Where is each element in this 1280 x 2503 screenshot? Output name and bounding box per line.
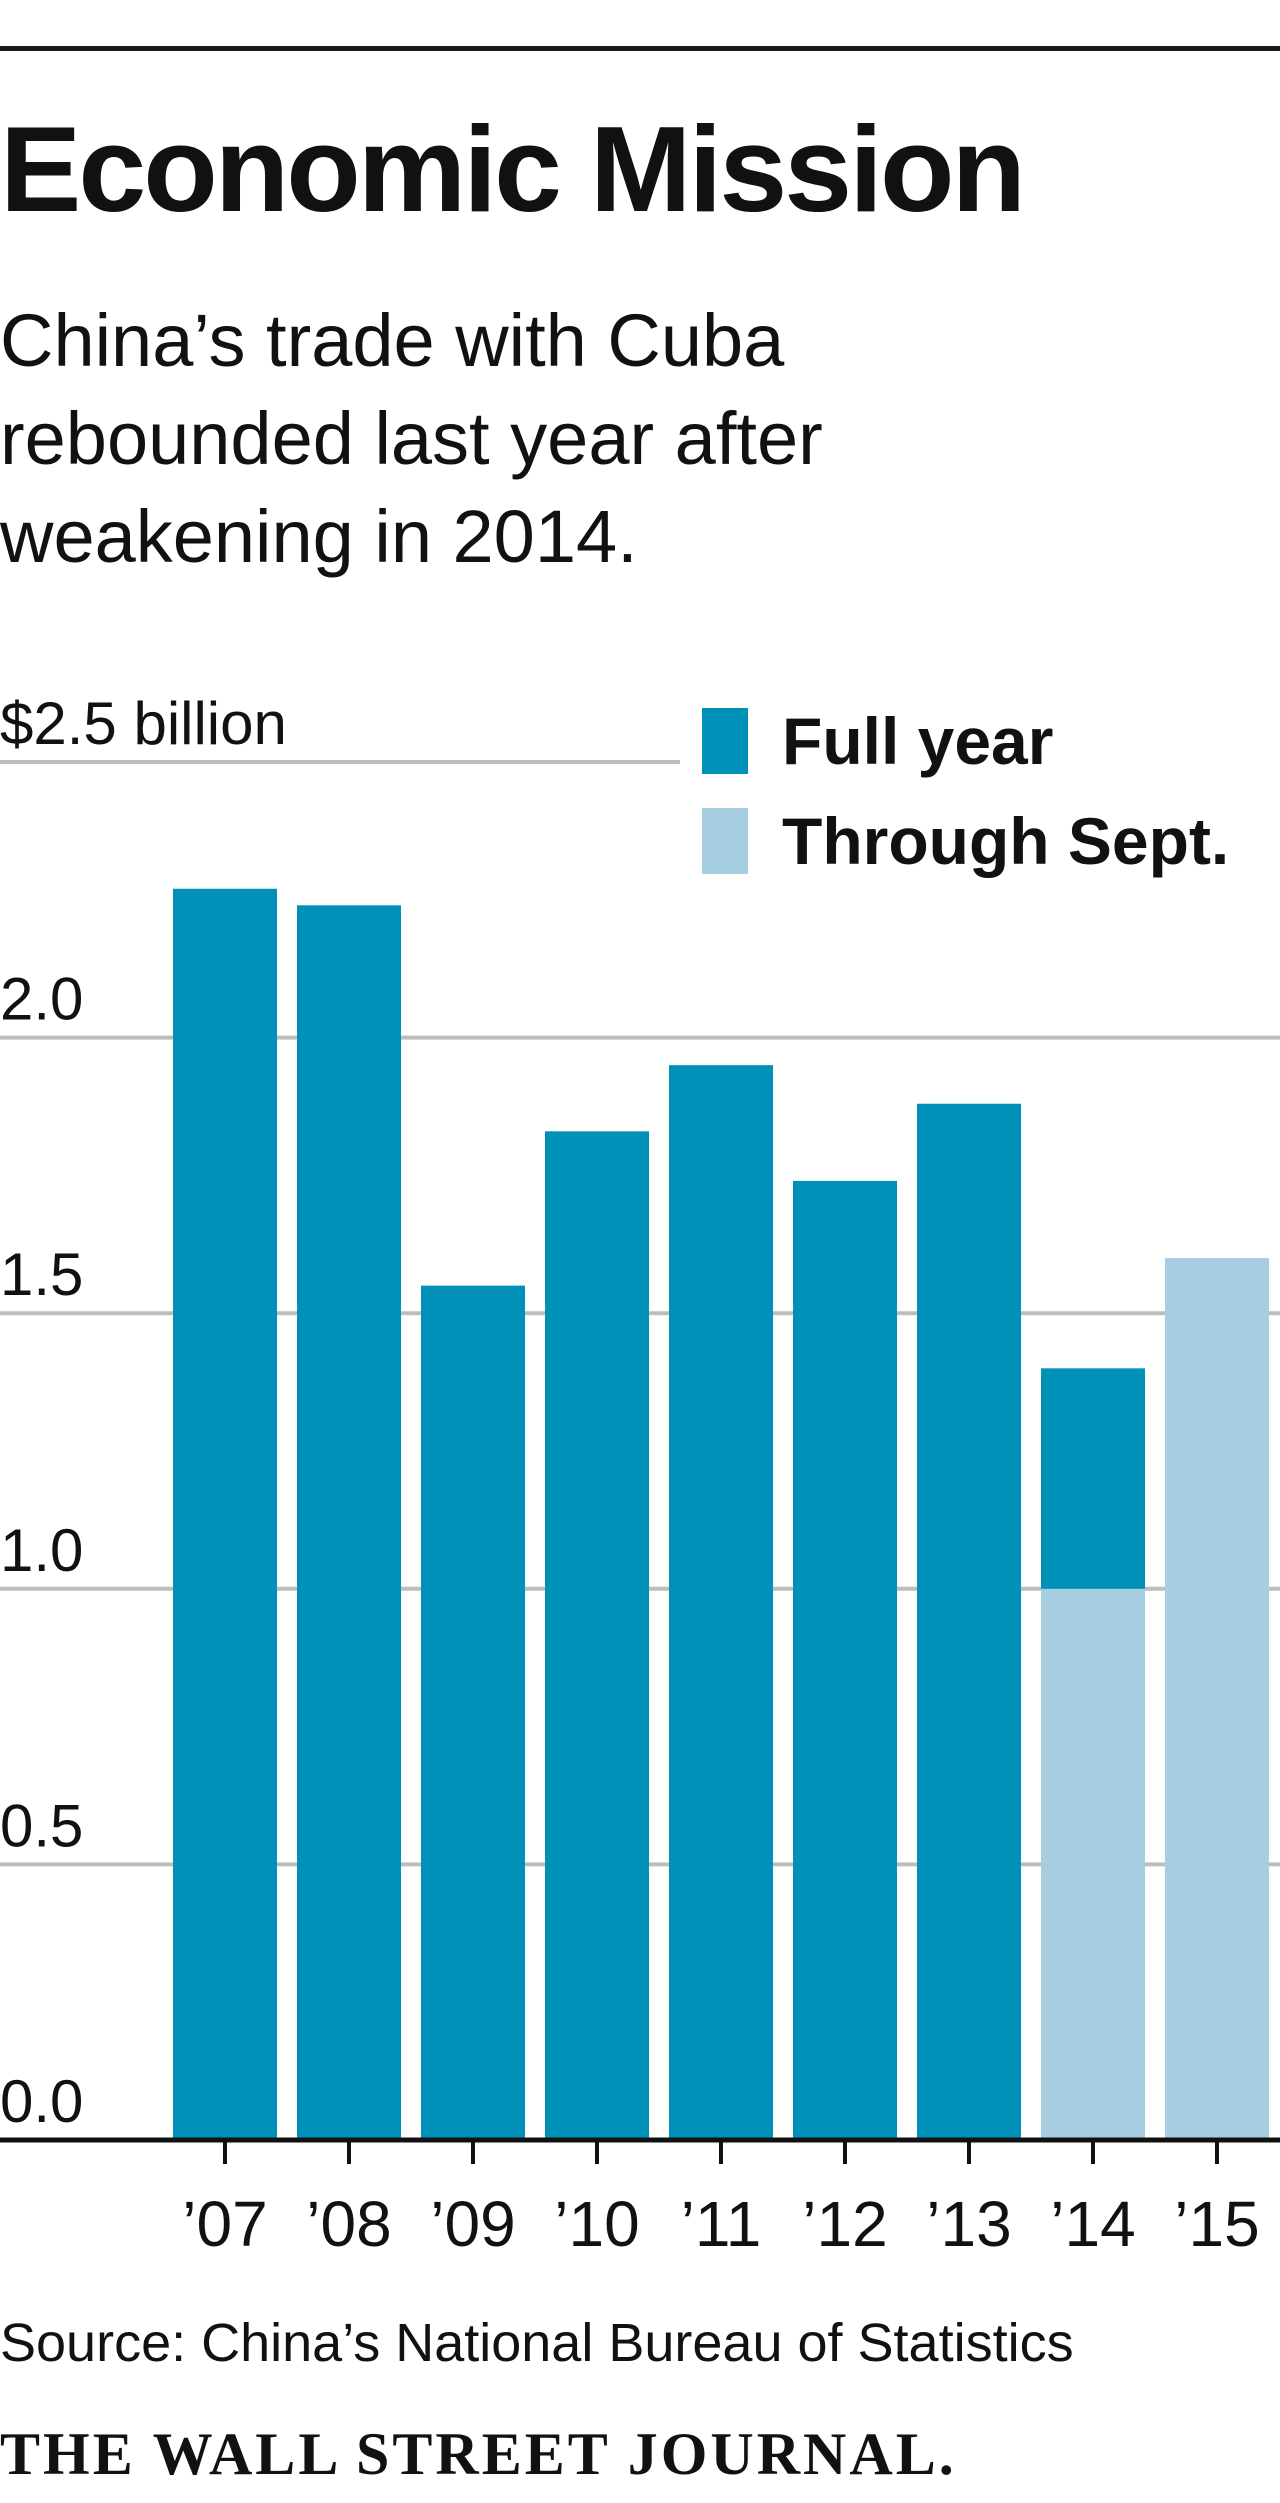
y-tick-label: 0.5 <box>0 1792 83 1859</box>
subtitle-line: weakening in 2014. <box>0 495 638 578</box>
y-tick-label: $2.5 billion <box>0 690 287 757</box>
x-tick-label: ’08 <box>306 2188 391 2260</box>
y-tick-label: 0.0 <box>0 2068 83 2135</box>
top-rule <box>0 46 1280 51</box>
bar-full-year <box>669 1065 773 2140</box>
chart-title: Economic Mission <box>0 101 1026 237</box>
legend-swatch <box>702 808 748 874</box>
subtitle-line: rebounded last year after <box>0 397 823 480</box>
bar-full-year <box>173 888 277 2140</box>
legend-label: Full year <box>782 704 1053 778</box>
bar-chart: 0.0 0.5 1.0 1.5 2.0 $2.5 billion ’07 ’08 ’09 ’10 ’… <box>0 690 1280 2260</box>
x-tick-label: ’09 <box>430 2188 515 2260</box>
x-tick-label: ’15 <box>1174 2188 1259 2260</box>
x-tick-label: ’10 <box>554 2188 639 2260</box>
y-tick-label: 2.0 <box>0 966 83 1033</box>
chart-subtitle: China’s trade with Cuba rebounded last y… <box>0 292 1270 586</box>
x-tick-label: ’12 <box>802 2188 887 2260</box>
x-tick-label: ’07 <box>182 2188 267 2260</box>
bar-full-year <box>917 1103 1021 2140</box>
legend-label: Through Sept. <box>782 804 1229 878</box>
bar-full-year <box>297 905 401 2140</box>
bar-through-sept <box>1041 1588 1145 2140</box>
publisher-logo: THE WALL STREET JOURNAL. <box>0 2421 957 2487</box>
x-tick-label: ’14 <box>1050 2188 1135 2260</box>
legend-swatch <box>702 708 748 774</box>
x-tick-label: ’11 <box>681 2188 762 2260</box>
x-tick-label: ’13 <box>926 2188 1011 2260</box>
y-tick-label: 1.0 <box>0 1517 83 1584</box>
source-note: Source: China’s National Bureau of Stati… <box>0 2313 1074 2373</box>
bar-through-sept <box>1165 1258 1269 2140</box>
y-tick-label: 1.5 <box>0 1241 83 1308</box>
subtitle-line: China’s trade with Cuba <box>0 299 785 382</box>
bar-full-year <box>793 1180 897 2140</box>
bar-full-year <box>545 1131 649 2140</box>
bar-full-year <box>421 1285 525 2140</box>
